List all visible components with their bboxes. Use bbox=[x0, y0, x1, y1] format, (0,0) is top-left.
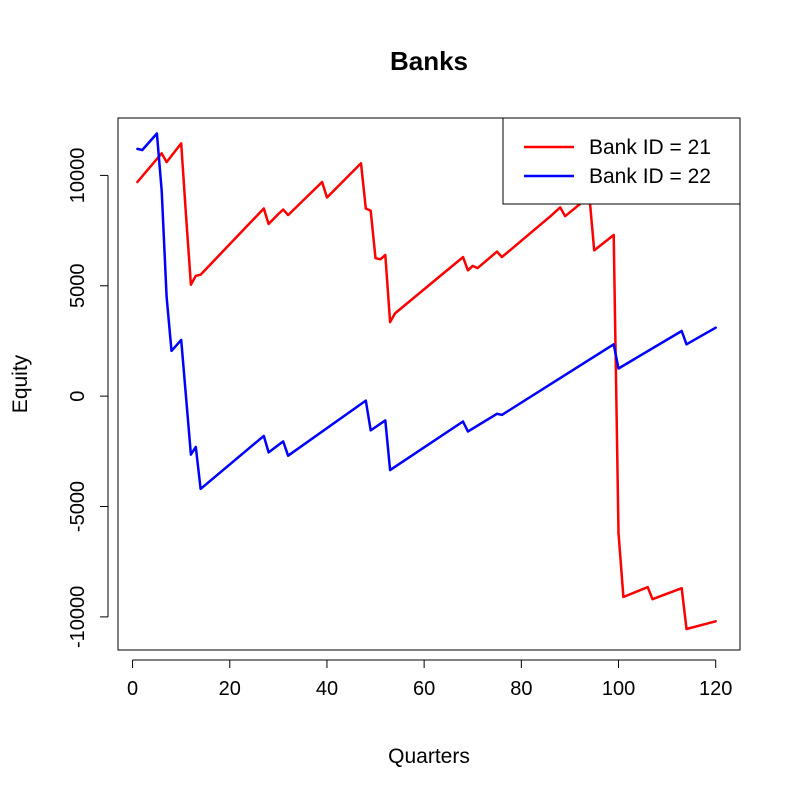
y-tick-label: 0 bbox=[67, 391, 89, 402]
x-axis-label: Quarters bbox=[388, 745, 470, 768]
legend-box bbox=[502, 117, 741, 205]
x-tick-label: 80 bbox=[510, 678, 532, 700]
y-tick-label: -10000 bbox=[67, 586, 89, 648]
y-axis-label: Equity bbox=[9, 354, 32, 413]
legend-label-bank-21: Bank ID = 21 bbox=[589, 136, 711, 159]
x-tick-label: 100 bbox=[602, 678, 635, 700]
plot-frame bbox=[117, 117, 741, 651]
series-layer bbox=[136, 132, 717, 631]
y-tick-label: 5000 bbox=[67, 264, 89, 309]
chart-title: Banks bbox=[390, 46, 468, 76]
legend: Bank ID = 21 Bank ID = 22 bbox=[502, 117, 741, 205]
x-tick-label: 40 bbox=[316, 678, 338, 700]
x-tick-label: 0 bbox=[127, 678, 138, 700]
legend-label-bank-22: Bank ID = 22 bbox=[589, 165, 711, 188]
y-tick-label: -5000 bbox=[67, 481, 89, 532]
x-axis: 0 20 40 60 80 100 120 bbox=[127, 659, 732, 700]
x-tick-label: 60 bbox=[413, 678, 435, 700]
x-tick-label: 120 bbox=[699, 678, 732, 700]
y-tick-label: 10000 bbox=[67, 148, 89, 204]
series-line-bank-21 bbox=[136, 142, 717, 631]
x-tick-label: 20 bbox=[219, 678, 241, 700]
y-axis: -10000 -5000 0 5000 10000 bbox=[67, 148, 109, 648]
series-line-bank-22 bbox=[136, 132, 717, 491]
